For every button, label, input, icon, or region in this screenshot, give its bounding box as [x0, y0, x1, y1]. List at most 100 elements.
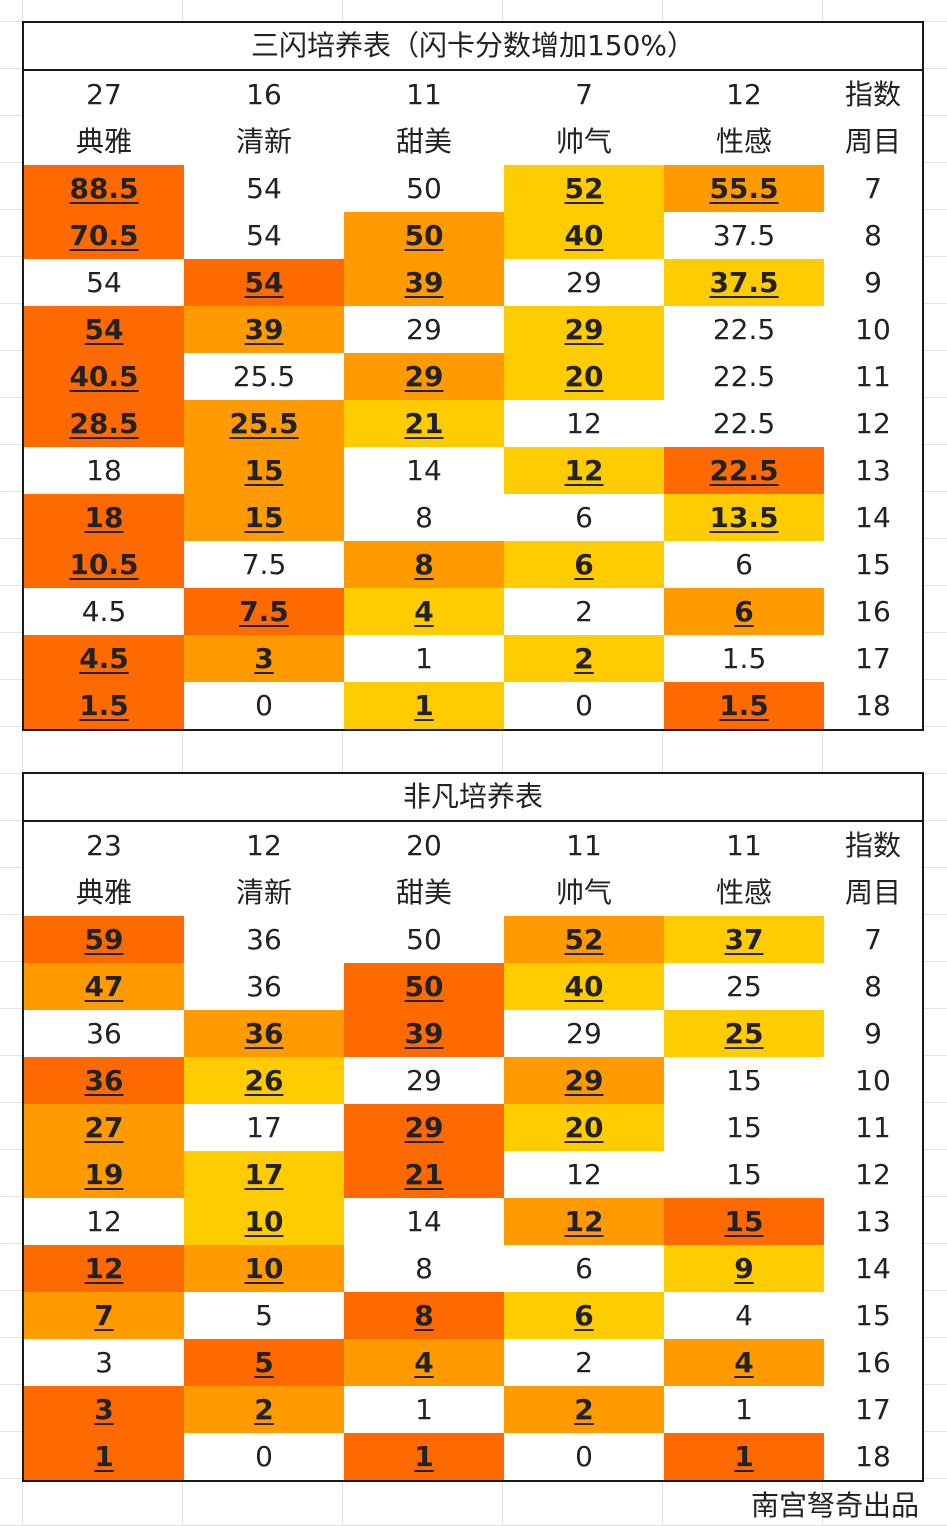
value-cell[interactable]: 36	[184, 1010, 344, 1057]
value-cell[interactable]: 29	[504, 1057, 664, 1104]
value-cell[interactable]: 36	[184, 916, 344, 963]
value-cell[interactable]: 5	[184, 1292, 344, 1339]
value-cell[interactable]: 15	[664, 1057, 824, 1104]
value-cell[interactable]: 12	[504, 400, 664, 447]
value-cell[interactable]: 54	[184, 212, 344, 259]
value-cell[interactable]: 2	[504, 588, 664, 635]
value-cell[interactable]: 40.5	[24, 353, 184, 400]
value-cell[interactable]: 29	[504, 1010, 664, 1057]
value-cell[interactable]: 54	[184, 259, 344, 306]
index-cell[interactable]: 指数	[824, 71, 922, 118]
value-cell[interactable]: 29	[344, 306, 504, 353]
value-cell[interactable]: 17	[184, 1104, 344, 1151]
value-cell[interactable]: 13.5	[664, 494, 824, 541]
value-cell[interactable]: 1	[344, 1433, 504, 1480]
value-cell[interactable]: 39	[344, 259, 504, 306]
value-cell[interactable]: 29	[504, 306, 664, 353]
index-cell[interactable]: 12	[184, 822, 344, 869]
round-cell[interactable]: 7	[824, 916, 922, 963]
value-cell[interactable]: 22.5	[664, 400, 824, 447]
value-cell[interactable]: 2	[184, 1386, 344, 1433]
value-cell[interactable]: 4.5	[24, 635, 184, 682]
index-cell[interactable]: 12	[664, 71, 824, 118]
value-cell[interactable]: 10.5	[24, 541, 184, 588]
header-cell[interactable]: 甜美	[344, 118, 504, 165]
value-cell[interactable]: 8	[344, 494, 504, 541]
value-cell[interactable]: 50	[344, 963, 504, 1010]
value-cell[interactable]: 36	[24, 1010, 184, 1057]
header-cell[interactable]: 甜美	[344, 869, 504, 916]
value-cell[interactable]: 36	[24, 1057, 184, 1104]
value-cell[interactable]: 8	[344, 1292, 504, 1339]
value-cell[interactable]: 52	[504, 916, 664, 963]
value-cell[interactable]: 29	[504, 259, 664, 306]
value-cell[interactable]: 25	[664, 1010, 824, 1057]
value-cell[interactable]: 21	[344, 1151, 504, 1198]
value-cell[interactable]: 1	[664, 1433, 824, 1480]
index-cell[interactable]: 11	[504, 822, 664, 869]
round-cell[interactable]: 8	[824, 963, 922, 1010]
value-cell[interactable]: 39	[344, 1010, 504, 1057]
header-cell[interactable]: 清新	[184, 869, 344, 916]
value-cell[interactable]: 6	[504, 541, 664, 588]
value-cell[interactable]: 2	[504, 635, 664, 682]
header-cell[interactable]: 性感	[664, 869, 824, 916]
value-cell[interactable]: 3	[184, 635, 344, 682]
value-cell[interactable]: 6	[664, 588, 824, 635]
round-cell[interactable]: 8	[824, 212, 922, 259]
value-cell[interactable]: 4	[664, 1292, 824, 1339]
value-cell[interactable]: 20	[504, 1104, 664, 1151]
value-cell[interactable]: 6	[504, 1292, 664, 1339]
value-cell[interactable]: 47	[24, 963, 184, 1010]
round-cell[interactable]: 7	[824, 165, 922, 212]
value-cell[interactable]: 37.5	[664, 259, 824, 306]
round-cell[interactable]: 16	[824, 588, 922, 635]
value-cell[interactable]: 0	[504, 1433, 664, 1480]
value-cell[interactable]: 28.5	[24, 400, 184, 447]
round-cell[interactable]: 11	[824, 353, 922, 400]
value-cell[interactable]: 1	[344, 682, 504, 729]
value-cell[interactable]: 40	[504, 212, 664, 259]
value-cell[interactable]: 37	[664, 916, 824, 963]
value-cell[interactable]: 29	[344, 1057, 504, 1104]
value-cell[interactable]: 21	[344, 400, 504, 447]
value-cell[interactable]: 3	[24, 1339, 184, 1386]
value-cell[interactable]: 15	[184, 494, 344, 541]
round-cell[interactable]: 11	[824, 1104, 922, 1151]
round-cell[interactable]: 9	[824, 259, 922, 306]
header-cell[interactable]: 典雅	[24, 118, 184, 165]
round-cell[interactable]: 12	[824, 1151, 922, 1198]
value-cell[interactable]: 52	[504, 165, 664, 212]
value-cell[interactable]: 50	[344, 212, 504, 259]
round-cell[interactable]: 18	[824, 682, 922, 729]
round-cell[interactable]: 10	[824, 306, 922, 353]
round-cell[interactable]: 12	[824, 400, 922, 447]
value-cell[interactable]: 1	[664, 1386, 824, 1433]
value-cell[interactable]: 12	[24, 1198, 184, 1245]
index-cell[interactable]: 7	[504, 71, 664, 118]
index-cell[interactable]: 20	[344, 822, 504, 869]
value-cell[interactable]: 0	[184, 1433, 344, 1480]
value-cell[interactable]: 26	[184, 1057, 344, 1104]
value-cell[interactable]: 1.5	[664, 682, 824, 729]
value-cell[interactable]: 15	[664, 1151, 824, 1198]
value-cell[interactable]: 12	[24, 1245, 184, 1292]
value-cell[interactable]: 7.5	[184, 541, 344, 588]
value-cell[interactable]: 40	[504, 963, 664, 1010]
value-cell[interactable]: 70.5	[24, 212, 184, 259]
value-cell[interactable]: 4	[344, 588, 504, 635]
value-cell[interactable]: 15	[664, 1104, 824, 1151]
header-cell[interactable]: 典雅	[24, 869, 184, 916]
header-cell[interactable]: 性感	[664, 118, 824, 165]
header-cell[interactable]: 帅气	[504, 118, 664, 165]
value-cell[interactable]: 17	[184, 1151, 344, 1198]
value-cell[interactable]: 1.5	[24, 682, 184, 729]
value-cell[interactable]: 8	[344, 541, 504, 588]
value-cell[interactable]: 15	[184, 447, 344, 494]
round-cell[interactable]: 14	[824, 1245, 922, 1292]
index-cell[interactable]: 11	[664, 822, 824, 869]
value-cell[interactable]: 59	[24, 916, 184, 963]
round-cell[interactable]: 13	[824, 1198, 922, 1245]
value-cell[interactable]: 2	[504, 1386, 664, 1433]
value-cell[interactable]: 6	[664, 541, 824, 588]
